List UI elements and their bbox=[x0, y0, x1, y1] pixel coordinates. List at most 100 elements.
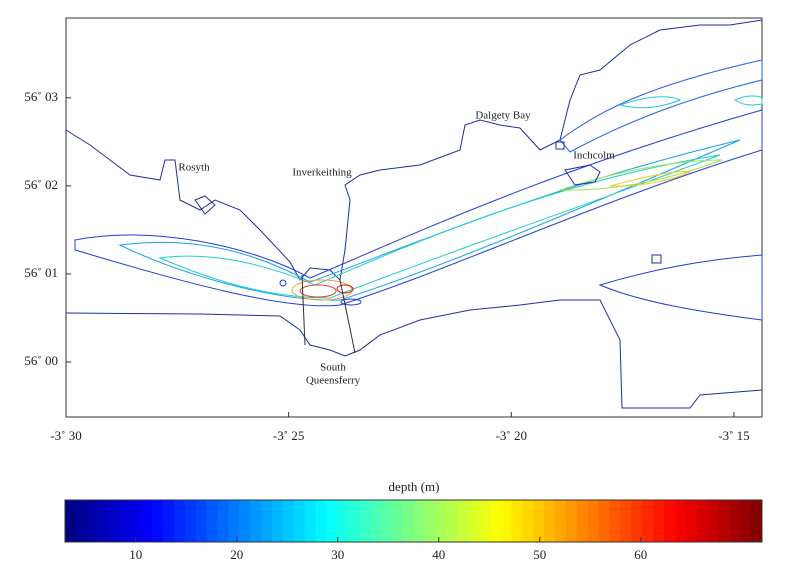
place-label: South bbox=[320, 362, 346, 374]
colorbar-swatch bbox=[663, 500, 676, 542]
colorbar-swatch bbox=[609, 500, 621, 542]
colorbar-swatch bbox=[326, 500, 338, 542]
colorbar-swatch bbox=[435, 500, 447, 542]
colorbar-swatch bbox=[729, 500, 741, 542]
contour-line bbox=[559, 159, 723, 191]
colorbar-tick-label: 60 bbox=[634, 547, 647, 562]
colorbar-swatch bbox=[544, 500, 556, 542]
contour-line bbox=[609, 171, 692, 187]
colorbar-swatch bbox=[467, 500, 480, 542]
contour-line bbox=[299, 284, 337, 298]
x-tick-label: -3˚ 30 bbox=[50, 428, 81, 443]
bridge bbox=[301, 274, 306, 346]
colorbar-swatch bbox=[108, 500, 120, 542]
colorbar-swatch bbox=[489, 500, 502, 542]
y-tick-label: 56˚ 03 bbox=[24, 89, 58, 104]
colorbar-swatch bbox=[642, 500, 654, 542]
colorbar-swatch bbox=[740, 500, 752, 542]
island bbox=[564, 164, 601, 186]
colorbar-swatch bbox=[620, 500, 632, 542]
colorbar-swatch bbox=[391, 500, 404, 542]
colorbar-tick-label: 40 bbox=[432, 547, 445, 562]
y-tick-label: 56˚ 01 bbox=[24, 265, 58, 280]
colorbar: 10 20 30 40 50 60 bbox=[64, 499, 763, 562]
colorbar-swatch bbox=[402, 500, 414, 542]
contour-line bbox=[598, 254, 763, 321]
place-label: Inchcolm bbox=[573, 150, 615, 162]
colorbar-tick-label: 10 bbox=[129, 547, 142, 562]
colorbar-tick-label: 30 bbox=[331, 547, 344, 562]
colorbar-swatch bbox=[217, 500, 229, 542]
colorbar-swatch bbox=[522, 500, 534, 542]
contour-line bbox=[618, 95, 763, 109]
colorbar-swatch bbox=[173, 500, 186, 542]
colorbar-swatch bbox=[555, 500, 567, 542]
place-label: Dalgety Bay bbox=[475, 110, 531, 122]
y-tick-label: 56˚ 00 bbox=[24, 353, 58, 368]
colorbar-swatch bbox=[424, 500, 436, 542]
colorbar-swatch bbox=[511, 500, 523, 542]
colorbar-swatch bbox=[152, 500, 164, 542]
colorbar-tick-label: 50 bbox=[533, 547, 546, 562]
colorbar-swatch bbox=[413, 500, 425, 542]
colorbar-swatch bbox=[282, 500, 295, 542]
y-tick-label: 56˚ 02 bbox=[24, 177, 58, 192]
colorbar-tick-label: 20 bbox=[230, 547, 243, 562]
contour-line bbox=[291, 279, 353, 301]
colorbar-swatch bbox=[598, 500, 611, 542]
colorbar-swatch bbox=[337, 500, 349, 542]
colorbar-swatch bbox=[141, 500, 153, 542]
colorbar-swatch bbox=[195, 500, 208, 542]
contour-line bbox=[118, 139, 741, 301]
colorbar-swatch bbox=[75, 500, 88, 542]
colorbar-frame bbox=[64, 499, 763, 543]
colorbar-swatch bbox=[653, 500, 665, 542]
north-coast bbox=[65, 19, 763, 282]
colorbar-swatch bbox=[478, 500, 491, 542]
x-tick-label: -3˚ 15 bbox=[718, 428, 749, 443]
colorbar-swatch bbox=[587, 500, 600, 542]
colorbar-swatch bbox=[565, 500, 578, 542]
colorbar-swatch bbox=[533, 500, 545, 542]
colorbar-swatch bbox=[261, 500, 273, 542]
contour-line bbox=[279, 279, 287, 287]
colorbar-swatch bbox=[228, 500, 240, 542]
contour-line bbox=[74, 109, 763, 307]
colorbar-swatch bbox=[119, 500, 131, 542]
colorbar-swatch bbox=[293, 500, 306, 542]
colorbar-swatch bbox=[130, 500, 142, 542]
colorbar-swatch bbox=[707, 500, 719, 542]
colorbar-swatch bbox=[576, 500, 589, 542]
colorbar-swatch bbox=[369, 500, 382, 542]
island bbox=[194, 195, 216, 215]
colorbar-swatch bbox=[97, 500, 110, 542]
contours bbox=[65, 19, 763, 409]
island bbox=[651, 254, 662, 264]
colorbar-swatch bbox=[631, 500, 643, 542]
colorbar-swatch bbox=[500, 500, 513, 542]
colorbar-swatch bbox=[457, 500, 469, 542]
colorbar-label: depth (m) bbox=[389, 479, 440, 494]
colorbar-swatch bbox=[239, 500, 251, 542]
place-label: Queensferry bbox=[306, 375, 361, 387]
south-coast bbox=[65, 299, 763, 409]
colorbar-swatch bbox=[163, 500, 175, 542]
map-frame bbox=[65, 17, 763, 418]
colorbar-swatch bbox=[359, 500, 371, 542]
colorbar-swatch bbox=[446, 500, 458, 542]
colorbar-swatch bbox=[250, 500, 262, 542]
colorbar-swatch bbox=[315, 500, 327, 542]
colorbar-swatch bbox=[206, 500, 218, 542]
island bbox=[555, 141, 565, 150]
bridge bbox=[339, 279, 356, 354]
contour-line bbox=[559, 59, 763, 153]
x-tick-label: -3˚ 25 bbox=[273, 428, 304, 443]
colorbar-swatch bbox=[674, 500, 687, 542]
colorbar-swatch bbox=[751, 500, 763, 542]
place-label: Rosyth bbox=[178, 162, 210, 174]
colorbar-swatch bbox=[685, 500, 698, 542]
colorbar-swatch bbox=[271, 500, 284, 542]
colorbar-swatch bbox=[86, 500, 99, 542]
colorbar-swatch bbox=[304, 500, 316, 542]
